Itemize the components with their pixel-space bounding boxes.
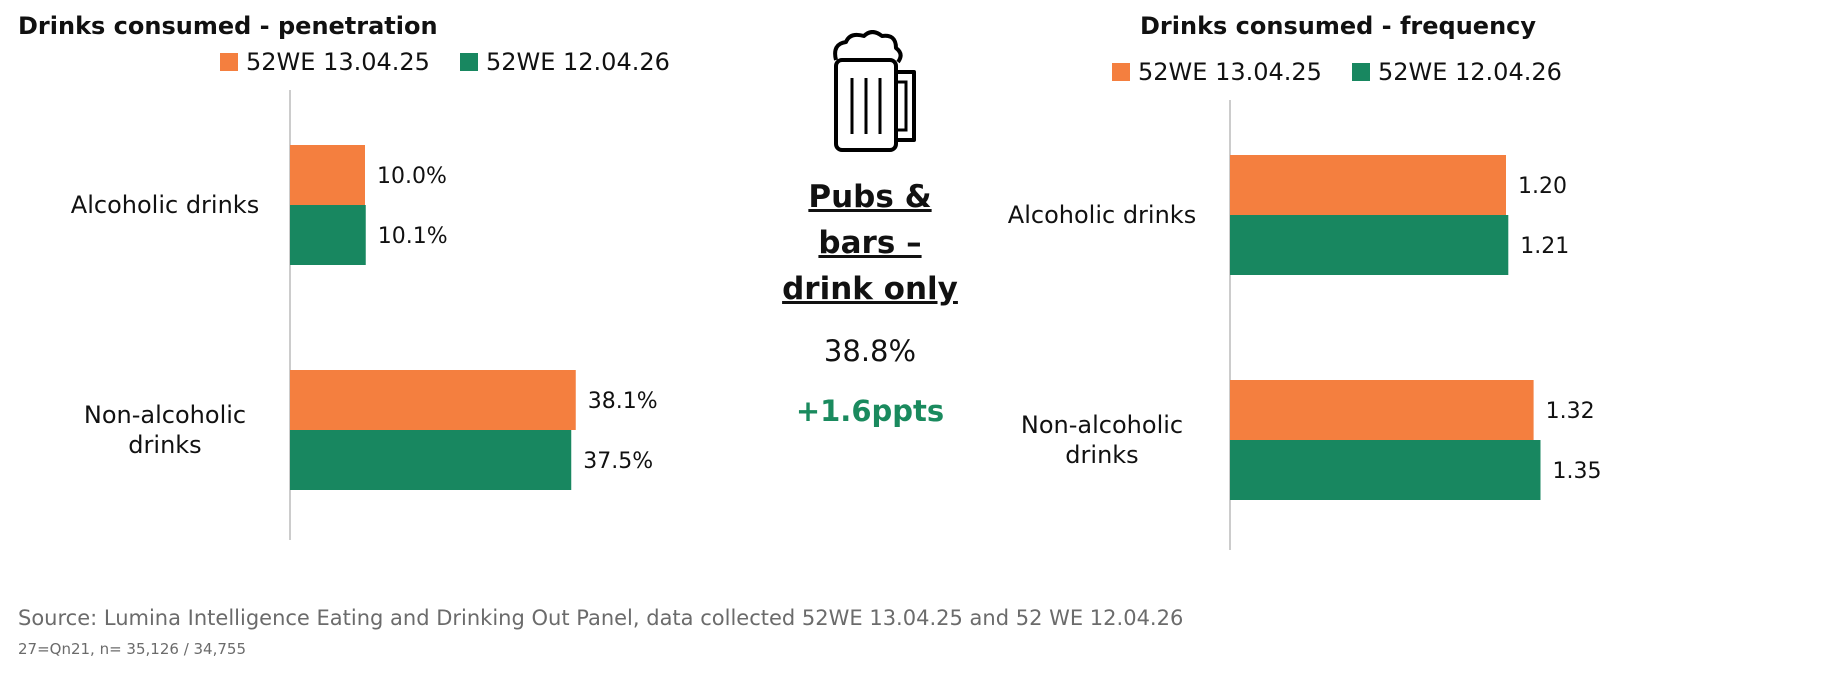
bar-non-alcoholic-series-1	[1230, 380, 1534, 440]
title-line: bars –	[818, 225, 922, 261]
center-summary: Pubs & bars – drink only 38.8% +1.6ppts	[760, 30, 980, 428]
penetration-legend: 52WE 13.04.25 52WE 12.04.26	[220, 48, 700, 76]
legend-label: 52WE 12.04.26	[485, 48, 670, 76]
data-label: 1.32	[1546, 399, 1595, 424]
data-label: 38.1%	[588, 389, 658, 414]
data-label: 1.35	[1553, 459, 1602, 484]
bar-alcoholic-series-2	[1230, 215, 1509, 275]
pubs-bars-title: Pubs & bars – drink only	[760, 174, 980, 312]
bar-non-alcoholic-series-2	[1230, 440, 1541, 500]
legend-swatch-orange	[1112, 63, 1130, 81]
data-label: 1.20	[1518, 174, 1567, 199]
frequency-bar-chart: Alcoholic drinks 1.20 1.21 Non-alcoholic dri…	[1008, 100, 1602, 550]
legend-item-series-1: 52WE 13.04.25	[220, 48, 430, 76]
title-line: Pubs &	[808, 179, 932, 215]
frequency-legend: 52WE 13.04.25 52WE 12.04.26	[1112, 58, 1592, 86]
share-delta: +1.6ppts	[795, 394, 945, 428]
legend-swatch-green	[459, 53, 478, 71]
legend-item-series-2: 52WE 12.04.26	[459, 48, 670, 76]
legend-swatch-orange	[220, 53, 238, 71]
legend-label: 52WE 13.04.25	[1138, 58, 1322, 86]
data-label: 10.0%	[377, 164, 447, 189]
bar-alcoholic-series-2	[290, 205, 366, 265]
data-label: 1.21	[1520, 234, 1569, 259]
legend-item-series-1: 52WE 13.04.25	[1112, 58, 1322, 86]
legend-item-series-2: 52WE 12.04.26	[1351, 58, 1562, 86]
category-label: Non-alcoholic drinks	[84, 401, 246, 459]
bar-non-alcoholic-series-2	[290, 430, 572, 490]
title-line: drink only	[782, 271, 958, 307]
category-label: Non-alcoholic drinks	[1021, 411, 1183, 469]
source-note: Source: Lumina Intelligence Eating and D…	[18, 606, 1184, 630]
category-label: Alcoholic drinks	[1008, 201, 1196, 229]
legend-label: 52WE 12.04.26	[1377, 58, 1562, 86]
category-label: Alcoholic drinks	[71, 191, 259, 219]
frequency-chart-title: Drinks consumed - frequency	[1140, 12, 1537, 40]
data-label: 37.5%	[583, 449, 653, 474]
share-value: 38.8%	[823, 334, 917, 368]
penetration-chart-title: Drinks consumed - penetration	[18, 12, 438, 40]
data-label: 10.1%	[378, 224, 448, 249]
beer-mug-icon	[833, 30, 916, 152]
legend-swatch-green	[1351, 63, 1370, 81]
penetration-bar-chart: Alcoholic drinks 10.0% 10.1% Non-alcoholic d…	[71, 90, 658, 540]
bar-alcoholic-series-1	[290, 145, 365, 205]
sample-footnote: 27=Qn21, n= 35,126 / 34,755	[18, 640, 246, 658]
bar-non-alcoholic-series-1	[290, 370, 576, 430]
legend-label: 52WE 13.04.25	[246, 48, 430, 76]
bar-alcoholic-series-1	[1230, 155, 1506, 215]
